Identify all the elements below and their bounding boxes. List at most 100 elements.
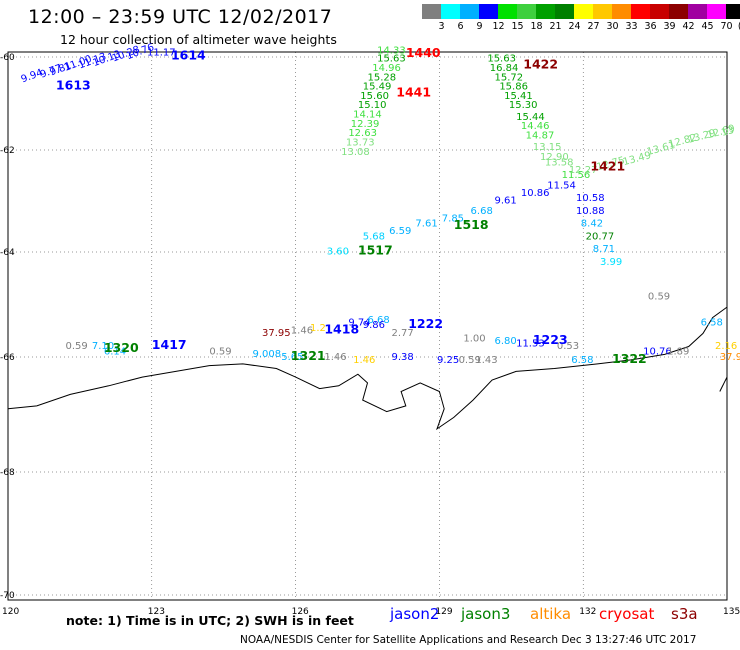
satellite-name: jason3 <box>461 605 511 623</box>
legend-label: 36 <box>644 21 657 32</box>
wave-height-value: 6.14 <box>104 346 126 357</box>
wave-height-value: 7.85 <box>442 213 464 224</box>
wave-height-value: 9.86 <box>363 320 385 331</box>
wave-height-value: 6.58 <box>701 318 723 329</box>
wave-height-value: 10.88 <box>576 206 605 217</box>
legend-swatch <box>631 4 650 19</box>
pass-time-label: 1418 <box>324 321 359 336</box>
satellite-name: jason2 <box>390 605 440 623</box>
legend-swatch <box>574 4 593 19</box>
pass-time-label: 1440 <box>406 45 441 60</box>
wave-height-value: 6.80 <box>495 336 517 347</box>
wave-height-value: 1.00 <box>463 333 485 344</box>
x-tick-label: 132 <box>579 607 596 617</box>
legend-swatch <box>422 4 441 19</box>
legend-swatch <box>460 4 479 19</box>
wave-height-value: 9.61 <box>495 196 517 207</box>
legend-label: 33 <box>625 21 638 32</box>
y-tick-label: -66 <box>0 353 15 363</box>
axis-ticks: 120 123 126 129 132 135 -60 -62 -64 -66 -68 -70 <box>0 53 740 617</box>
wave-height-value: 0.59 <box>648 291 670 302</box>
pass-time-label: 1422 <box>523 57 558 72</box>
wave-height-value: 16.84 <box>490 63 519 74</box>
legend-swatch <box>555 4 574 19</box>
wave-height-value: 1.43 <box>475 355 497 366</box>
x-tick-label: 135 <box>723 607 740 617</box>
footer-note: note: 1) Time is in UTC; 2) SWH is in fe… <box>66 613 354 628</box>
wave-height-value: 14.87 <box>526 130 555 141</box>
wave-height-value: 15.41 <box>504 91 533 102</box>
wave-height-value: 14.96 <box>372 63 401 74</box>
wave-height-value: 15.63 <box>377 54 406 65</box>
legend-swatch <box>517 4 536 19</box>
wave-height-value: 1.46 <box>324 352 346 363</box>
legend-label: 15 <box>511 21 524 32</box>
pass-time-label: 1417 <box>152 337 187 352</box>
wave-height-value: 0.59 <box>209 346 231 357</box>
pass-time-label: 1223 <box>533 332 568 347</box>
wave-height-value: 14.14 <box>353 109 382 120</box>
wave-height-value: 15.44 <box>516 112 545 123</box>
coastline-path <box>7 306 728 431</box>
wave-height-value: 9.74 <box>348 318 370 329</box>
wave-height-value: 12.63 <box>348 128 377 139</box>
wave-height-value: 8.42 <box>581 219 603 230</box>
legend-swatch <box>650 4 669 19</box>
legend-label: 6 <box>457 21 464 32</box>
wave-height-value: 15.72 <box>495 72 524 83</box>
pass-time-label: 1613 <box>56 78 91 93</box>
wave-height-value: 1.2 <box>310 323 326 334</box>
legend-swatch <box>536 4 555 19</box>
wave-height-value: 15.63 <box>487 54 516 65</box>
wave-height-value: 5.65 <box>281 352 303 363</box>
legend-label: 45 <box>701 21 714 32</box>
pass-time-label: 1222 <box>408 316 443 331</box>
wave-height-value: 7.61 <box>415 219 437 230</box>
wave-height-value: 15.49 <box>363 82 392 93</box>
wave-height-value: 11.17 <box>147 48 176 59</box>
wave-height-value: 10.58 <box>576 193 605 204</box>
legend-swatch <box>688 4 707 19</box>
wave-height-value: 1.46 <box>353 355 375 366</box>
y-tick-label: -60 <box>0 53 15 63</box>
graticule <box>8 52 727 600</box>
wave-height-value: 1.89 <box>667 346 689 357</box>
map-frame <box>7 51 728 601</box>
coastline-path <box>719 376 728 392</box>
wave-height-value: 10.76 <box>643 346 672 357</box>
pass-time-label: 1322 <box>612 351 647 366</box>
satellite-name: altika <box>530 605 572 623</box>
wave-height-value: 11.53 <box>516 339 545 350</box>
legend-label: 42 <box>682 21 695 32</box>
legend-swatch <box>498 4 517 19</box>
wave-height-value: 37.9 <box>720 352 740 363</box>
legend-label: 27 <box>587 21 600 32</box>
x-tick-label: 120 <box>2 607 19 617</box>
legend-label: 12 <box>492 21 505 32</box>
pass-time-label: 1421 <box>590 158 625 173</box>
satellite-name: cryosat <box>599 605 655 623</box>
legend-swatch <box>669 4 688 19</box>
pass-time-label: 1320 <box>104 340 139 355</box>
wave-height-value: 0.59 <box>459 355 481 366</box>
wave-height-value: 12.27 <box>569 165 598 176</box>
wave-height-value: 12.90 <box>540 152 569 163</box>
wave-height-value: 15.60 <box>360 91 389 102</box>
wave-height-value: 0.53 <box>557 341 579 352</box>
wave-height-value: 14.46 <box>521 121 550 132</box>
legend-label: 21 <box>549 21 562 32</box>
map-title: 12:00 – 23:59 UTC 12/02/2017 <box>28 6 333 28</box>
pass-time-label: 1614 <box>171 47 206 62</box>
y-tick-label: -70 <box>0 591 15 601</box>
observation-labels: 9.949.779.8111.0011.1310.1310.2810.7611.… <box>20 42 740 366</box>
y-tick-label: -62 <box>0 146 15 156</box>
legend-swatch <box>593 4 612 19</box>
wave-height-value: 2.16 <box>715 341 737 352</box>
pass-time-label: 1441 <box>396 85 431 100</box>
wave-height-value: 15.86 <box>499 82 528 93</box>
pass-time-label: 1517 <box>358 243 393 258</box>
legend-swatch <box>479 4 498 19</box>
wave-height-value: 2.77 <box>391 328 413 339</box>
wave-height-value: 13.58 <box>545 157 574 168</box>
